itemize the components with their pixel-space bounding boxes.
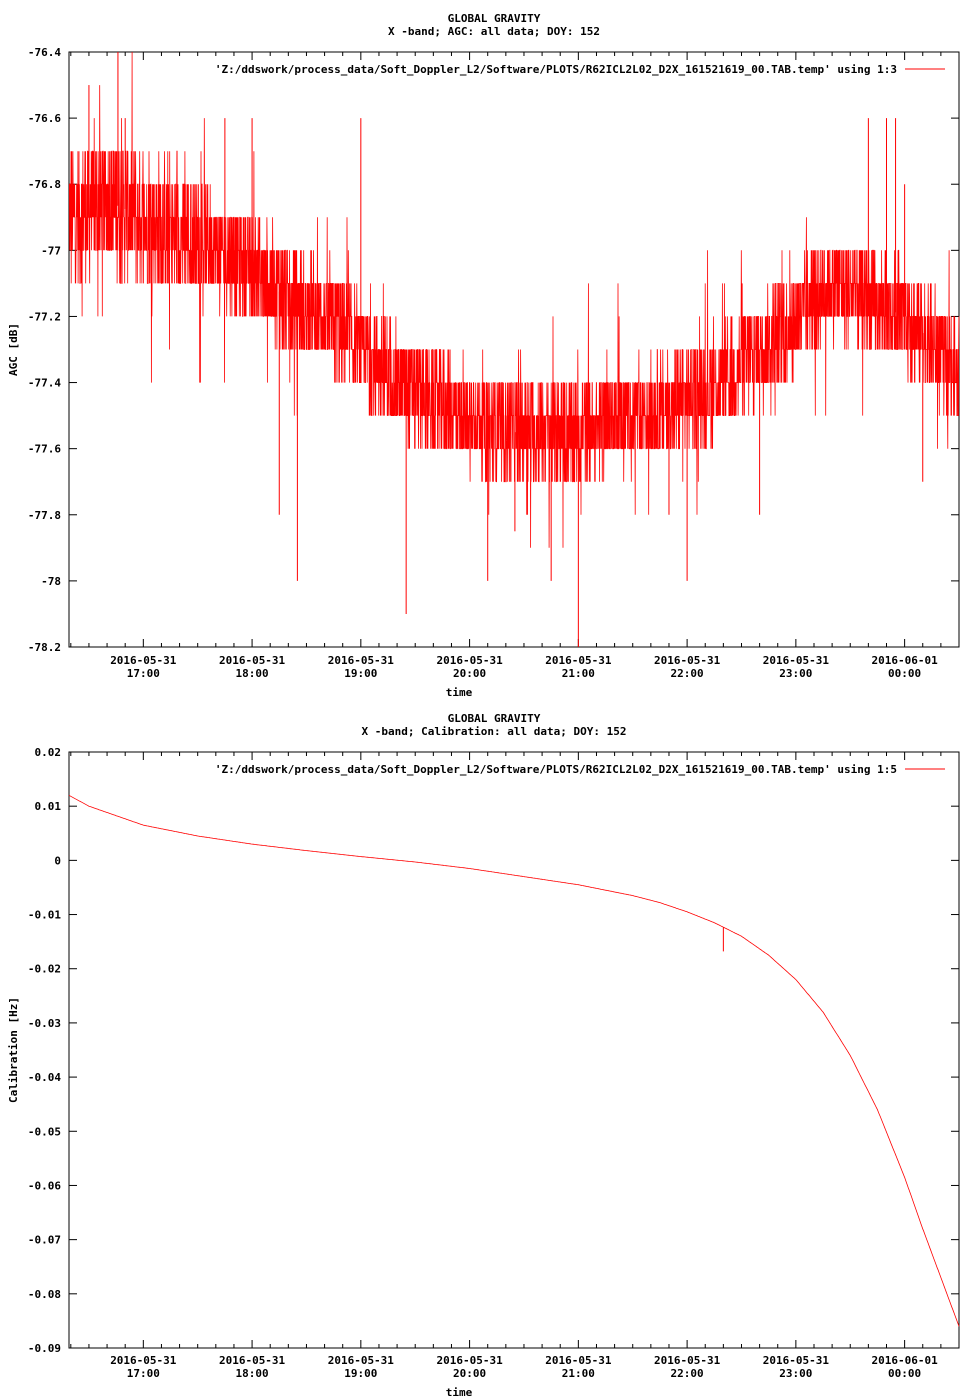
chart-title: GLOBAL GRAVITY bbox=[448, 12, 541, 25]
x-tick-label-date: 2016-06-01 bbox=[872, 654, 939, 667]
x-tick-label-date: 2016-05-31 bbox=[763, 1354, 830, 1367]
y-tick-label: 0.01 bbox=[35, 800, 62, 813]
x-tick-label-date: 2016-05-31 bbox=[545, 1354, 612, 1367]
x-tick-label-date: 2016-05-31 bbox=[328, 654, 395, 667]
y-tick-label: -0.08 bbox=[28, 1288, 61, 1301]
y-tick-label: -0.03 bbox=[28, 1017, 61, 1030]
chart-subtitle: X -band; AGC: all data; DOY: 152 bbox=[388, 25, 600, 38]
y-tick-label: -78.2 bbox=[28, 641, 61, 654]
x-axis: 2016-05-3117:002016-05-3118:002016-05-31… bbox=[70, 752, 960, 1380]
y-axis-label: AGC [dB] bbox=[7, 323, 20, 376]
x-tick-label-time: 17:00 bbox=[127, 1367, 160, 1380]
legend-label: 'Z:/ddswork/process_data/Soft_Doppler_L2… bbox=[215, 63, 897, 76]
x-tick-label-time: 18:00 bbox=[236, 667, 269, 680]
x-tick-label-time: 17:00 bbox=[127, 667, 160, 680]
legend: 'Z:/ddswork/process_data/Soft_Doppler_L2… bbox=[215, 763, 945, 776]
x-tick-label-date: 2016-05-31 bbox=[436, 1354, 503, 1367]
y-tick-label: -78 bbox=[41, 575, 61, 588]
x-tick-label-time: 21:00 bbox=[562, 667, 595, 680]
y-axis: 0.02 0.01 0 -0.01 -0.02 -0.03 -0.04 -0.05 -0.06 -… bbox=[28, 746, 959, 1355]
y-tick-label: -77.6 bbox=[28, 443, 61, 456]
x-axis-label: time bbox=[446, 686, 473, 699]
y-tick-label: -77.8 bbox=[28, 509, 61, 522]
y-tick-label: 0.02 bbox=[35, 746, 62, 759]
chart-title: GLOBAL GRAVITY bbox=[448, 712, 541, 725]
x-tick-label-date: 2016-05-31 bbox=[219, 1354, 286, 1367]
x-tick-label-time: 00:00 bbox=[888, 667, 921, 680]
x-tick-label-time: 00:00 bbox=[888, 1367, 921, 1380]
y-tick-label: -76.4 bbox=[28, 46, 61, 59]
y-tick-label: -0.06 bbox=[28, 1179, 61, 1192]
y-tick-label: -0.02 bbox=[28, 963, 61, 976]
y-tick-label: -76.6 bbox=[28, 112, 61, 125]
x-axis: 2016-05-3117:002016-05-3118:002016-05-31… bbox=[70, 52, 960, 680]
x-tick-label-time: 22:00 bbox=[671, 667, 704, 680]
x-tick-label-date: 2016-05-31 bbox=[328, 1354, 395, 1367]
x-tick-label-date: 2016-06-01 bbox=[872, 1354, 939, 1367]
x-tick-label-time: 21:00 bbox=[562, 1367, 595, 1380]
y-tick-label: -0.07 bbox=[28, 1234, 61, 1247]
y-axis-label: Calibration [Hz] bbox=[7, 997, 20, 1103]
x-tick-label-time: 18:00 bbox=[236, 1367, 269, 1380]
x-tick-label-date: 2016-05-31 bbox=[545, 654, 612, 667]
y-tick-label: -0.05 bbox=[28, 1125, 61, 1138]
y-tick-label: -76.8 bbox=[28, 178, 61, 191]
legend-label: 'Z:/ddswork/process_data/Soft_Doppler_L2… bbox=[215, 763, 897, 776]
x-tick-label-date: 2016-05-31 bbox=[436, 654, 503, 667]
x-tick-label-date: 2016-05-31 bbox=[219, 654, 286, 667]
x-axis-label: time bbox=[446, 1386, 473, 1399]
y-tick-label: -0.01 bbox=[28, 909, 61, 922]
y-tick-label: -77.4 bbox=[28, 377, 61, 390]
y-tick-label: -77.2 bbox=[28, 310, 61, 323]
x-tick-label-date: 2016-05-31 bbox=[110, 1354, 177, 1367]
y-tick-label: -0.09 bbox=[28, 1342, 61, 1355]
x-tick-label-time: 19:00 bbox=[344, 667, 377, 680]
x-tick-label-time: 23:00 bbox=[779, 667, 812, 680]
series-line-1 bbox=[69, 51, 960, 548]
x-tick-label-time: 19:00 bbox=[344, 1367, 377, 1380]
plot-frame bbox=[68, 751, 960, 1349]
x-tick-label-date: 2016-05-31 bbox=[654, 1354, 721, 1367]
y-tick-label: -77 bbox=[41, 244, 61, 257]
legend: 'Z:/ddswork/process_data/Soft_Doppler_L2… bbox=[215, 63, 945, 76]
y-axis: -76.4 -76.6 -76.8 -77 -77.2 -77.4 -77.6 -77.8 -7… bbox=[28, 46, 959, 654]
series-line-1 bbox=[68, 794, 960, 1327]
x-tick-label-time: 23:00 bbox=[779, 1367, 812, 1380]
chart-subtitle: X -band; Calibration: all data; DOY: 152 bbox=[362, 725, 627, 738]
x-tick-label-time: 20:00 bbox=[453, 1367, 486, 1380]
x-tick-label-date: 2016-05-31 bbox=[110, 654, 177, 667]
y-tick-label: 0 bbox=[54, 854, 61, 867]
x-tick-label-time: 20:00 bbox=[453, 667, 486, 680]
x-tick-label-time: 22:00 bbox=[671, 1367, 704, 1380]
x-tick-label-date: 2016-05-31 bbox=[763, 654, 830, 667]
y-tick-label: -0.04 bbox=[28, 1071, 61, 1084]
x-tick-label-date: 2016-05-31 bbox=[654, 654, 721, 667]
